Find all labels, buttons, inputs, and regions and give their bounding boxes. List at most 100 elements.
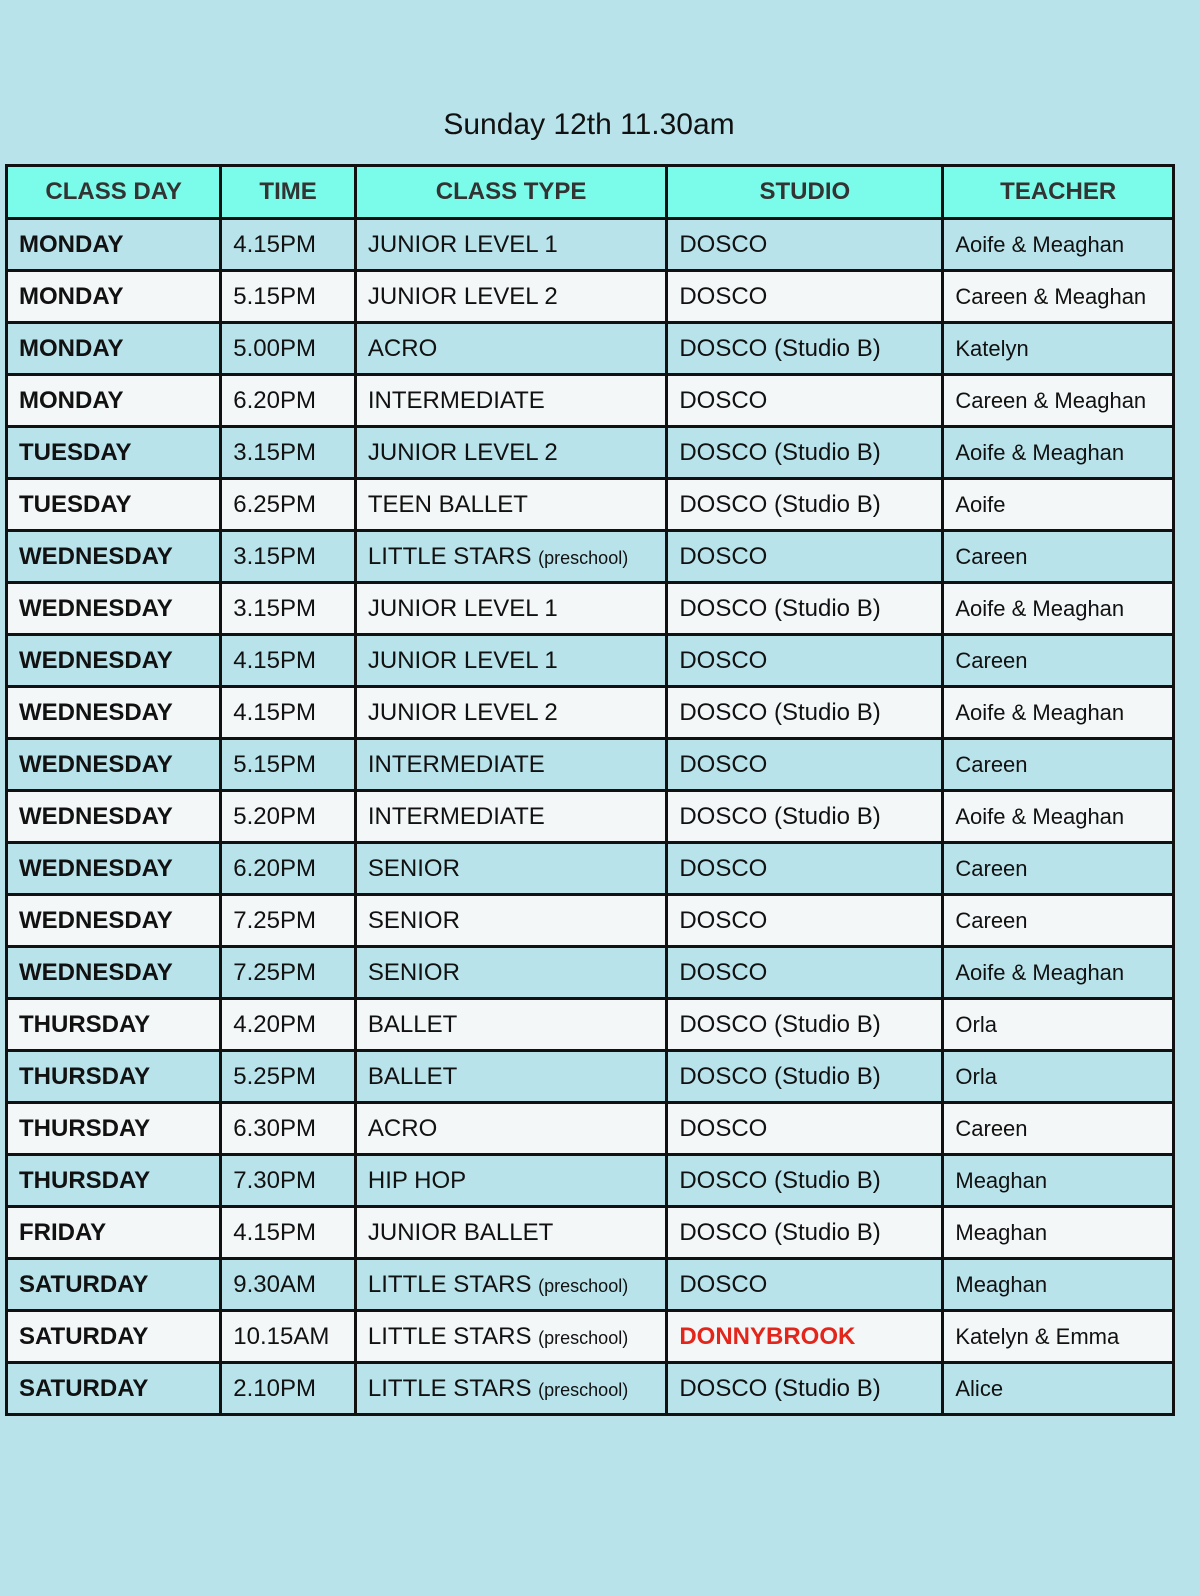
class-day-cell: FRIDAY bbox=[4, 1205, 223, 1260]
teacher-cell: Aoife & Meaghan bbox=[941, 581, 1175, 636]
teacher-cell: Careen bbox=[941, 841, 1175, 896]
time-cell: 7.25PM bbox=[219, 893, 357, 948]
schedule-title: Sunday 12th 11.30am bbox=[0, 108, 1200, 142]
studio-cell: DOSCO bbox=[665, 893, 945, 948]
teacher-cell: Aoife & Meaghan bbox=[941, 789, 1175, 844]
class-type-text: ACRO bbox=[367, 334, 438, 362]
class-type-text: LITTLE STARS bbox=[367, 542, 532, 570]
table-row: MONDAY 6.20PM INTERMEDIATE DOSCO Careen & Me… bbox=[4, 373, 1175, 428]
studio-cell: DOSCO (Studio B) bbox=[665, 477, 945, 532]
class-type-cell: ACRO bbox=[353, 321, 669, 376]
studio-cell: DOSCO bbox=[665, 269, 945, 324]
class-day-cell: WEDNESDAY bbox=[4, 529, 223, 584]
class-type-cell: LITTLE STARS (preschool) bbox=[353, 1257, 669, 1312]
class-type-text: INTERMEDIATE bbox=[367, 802, 545, 830]
teacher-cell: Meaghan bbox=[941, 1257, 1175, 1312]
class-type-cell: JUNIOR BALLET bbox=[353, 1205, 669, 1260]
class-type-cell: JUNIOR LEVEL 1 bbox=[353, 633, 669, 688]
table-row: SATURDAY 9.30AM LITTLE STARS (preschool) DO… bbox=[4, 1257, 1175, 1312]
teacher-cell: Aoife & Meaghan bbox=[941, 217, 1175, 272]
teacher-cell: Aoife & Meaghan bbox=[941, 685, 1175, 740]
class-schedule-table: CLASS DAY TIME CLASS TYPE STUDIO TEACHER… bbox=[4, 164, 1175, 1416]
table-row: TUESDAY 3.15PM JUNIOR LEVEL 2 DOSCO (Studio… bbox=[4, 425, 1175, 480]
class-type-text: LITTLE STARS bbox=[367, 1374, 532, 1402]
time-cell: 5.20PM bbox=[219, 789, 357, 844]
time-cell: 7.30PM bbox=[219, 1153, 357, 1208]
studio-cell: DOSCO bbox=[665, 841, 945, 896]
studio-cell: DOSCO (Studio B) bbox=[665, 1361, 945, 1416]
class-type-note: (preschool) bbox=[538, 1327, 629, 1348]
time-cell: 6.25PM bbox=[219, 477, 357, 532]
studio-cell: DOSCO bbox=[665, 1257, 945, 1312]
class-type-note: (preschool) bbox=[538, 1379, 629, 1400]
class-type-text: HIP HOP bbox=[367, 1166, 467, 1194]
class-type-text: TEEN BALLET bbox=[367, 490, 528, 518]
teacher-cell: Meaghan bbox=[941, 1153, 1175, 1208]
class-type-text: INTERMEDIATE bbox=[367, 750, 545, 778]
studio-cell: DOSCO bbox=[665, 633, 945, 688]
studio-cell: DOSCO bbox=[665, 373, 945, 428]
teacher-cell: Aoife bbox=[941, 477, 1175, 532]
class-type-text: BALLET bbox=[367, 1010, 458, 1038]
studio-cell: DOSCO (Studio B) bbox=[665, 1049, 945, 1104]
class-day-cell: THURSDAY bbox=[4, 997, 223, 1052]
teacher-cell: Alice bbox=[941, 1361, 1175, 1416]
class-type-text: JUNIOR LEVEL 1 bbox=[367, 230, 558, 258]
class-type-text: JUNIOR LEVEL 2 bbox=[367, 282, 558, 310]
teacher-cell: Careen bbox=[941, 1101, 1175, 1156]
time-cell: 6.20PM bbox=[219, 373, 357, 428]
studio-cell: DOSCO bbox=[665, 737, 945, 792]
class-type-cell: INTERMEDIATE bbox=[353, 737, 669, 792]
time-cell: 2.10PM bbox=[219, 1361, 357, 1416]
studio-cell: DOSCO (Studio B) bbox=[665, 997, 945, 1052]
studio-cell: DOSCO bbox=[665, 1101, 945, 1156]
teacher-cell: Meaghan bbox=[941, 1205, 1175, 1260]
class-type-cell: JUNIOR LEVEL 1 bbox=[353, 581, 669, 636]
class-type-text: JUNIOR BALLET bbox=[367, 1218, 554, 1246]
time-cell: 3.15PM bbox=[219, 425, 357, 480]
teacher-cell: Orla bbox=[941, 1049, 1175, 1104]
studio-cell: DOSCO bbox=[665, 529, 945, 584]
class-day-cell: THURSDAY bbox=[4, 1153, 223, 1208]
class-day-cell: THURSDAY bbox=[4, 1101, 223, 1156]
header-class-day: CLASS DAY bbox=[4, 164, 223, 220]
table-row: THURSDAY 4.20PM BALLET DOSCO (Studio B) Orla bbox=[4, 997, 1175, 1052]
class-day-cell: WEDNESDAY bbox=[4, 841, 223, 896]
class-day-cell: MONDAY bbox=[4, 321, 223, 376]
class-day-cell: WEDNESDAY bbox=[4, 945, 223, 1000]
time-cell: 4.15PM bbox=[219, 633, 357, 688]
class-day-cell: THURSDAY bbox=[4, 1049, 223, 1104]
class-day-cell: WEDNESDAY bbox=[4, 685, 223, 740]
class-day-cell: WEDNESDAY bbox=[4, 581, 223, 636]
class-type-text: LITTLE STARS bbox=[367, 1270, 532, 1298]
time-cell: 5.15PM bbox=[219, 269, 357, 324]
teacher-cell: Careen & Meaghan bbox=[941, 269, 1175, 324]
class-day-cell: MONDAY bbox=[4, 373, 223, 428]
table-row: MONDAY 4.15PM JUNIOR LEVEL 1 DOSCO Aoife & M… bbox=[4, 217, 1175, 272]
class-day-cell: SATURDAY bbox=[4, 1361, 223, 1416]
teacher-cell: Careen bbox=[941, 737, 1175, 792]
class-type-text: JUNIOR LEVEL 1 bbox=[367, 594, 558, 622]
time-cell: 7.25PM bbox=[219, 945, 357, 1000]
class-type-cell: SENIOR bbox=[353, 841, 669, 896]
class-type-text: SENIOR bbox=[367, 854, 460, 882]
table-row: WEDNESDAY 6.20PM SENIOR DOSCO Careen bbox=[4, 841, 1175, 896]
table-row: WEDNESDAY 4.15PM JUNIOR LEVEL 2 DOSCO (Stud… bbox=[4, 685, 1175, 740]
class-type-text: JUNIOR LEVEL 1 bbox=[367, 646, 558, 674]
class-day-cell: TUESDAY bbox=[4, 477, 223, 532]
teacher-cell: Orla bbox=[941, 997, 1175, 1052]
class-type-text: INTERMEDIATE bbox=[367, 386, 545, 414]
class-type-cell: JUNIOR LEVEL 2 bbox=[353, 425, 669, 480]
class-type-text: JUNIOR LEVEL 2 bbox=[367, 438, 558, 466]
studio-cell: DOSCO (Studio B) bbox=[665, 425, 945, 480]
class-day-cell: SATURDAY bbox=[4, 1309, 223, 1364]
time-cell: 5.00PM bbox=[219, 321, 357, 376]
class-type-cell: INTERMEDIATE bbox=[353, 789, 669, 844]
header-teacher: TEACHER bbox=[941, 164, 1175, 220]
time-cell: 3.15PM bbox=[219, 529, 357, 584]
table-row: SATURDAY 2.10PM LITTLE STARS (preschool) DO… bbox=[4, 1361, 1175, 1416]
table-row: WEDNESDAY 7.25PM SENIOR DOSCO Aoife & Meagha… bbox=[4, 945, 1175, 1000]
time-cell: 9.30AM bbox=[219, 1257, 357, 1312]
studio-cell: DOSCO bbox=[665, 945, 945, 1000]
teacher-cell: Careen & Meaghan bbox=[941, 373, 1175, 428]
